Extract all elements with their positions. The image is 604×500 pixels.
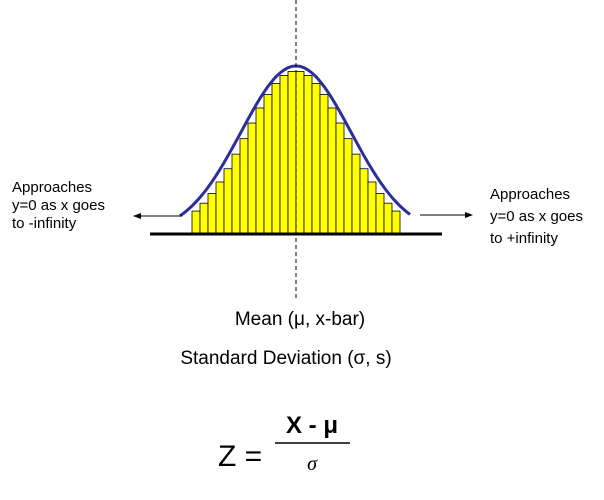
histogram-bar bbox=[207, 193, 217, 234]
histogram-bar bbox=[191, 210, 201, 234]
histogram-bar bbox=[359, 168, 369, 234]
histogram-bar bbox=[255, 107, 265, 234]
histogram-bar bbox=[223, 168, 233, 234]
formula-lhs: Z = bbox=[218, 440, 262, 473]
left-note-line: Approaches bbox=[12, 179, 92, 196]
histogram-bar bbox=[391, 210, 401, 234]
histogram-bar bbox=[335, 122, 345, 234]
histogram-bar bbox=[383, 202, 393, 234]
right-note-line: to +infinity bbox=[490, 230, 558, 247]
histogram-bar bbox=[279, 75, 289, 234]
histogram-bar bbox=[231, 153, 241, 234]
mean-label: Mean (μ, x-bar) bbox=[235, 309, 365, 330]
histogram-bar bbox=[215, 181, 225, 234]
formula-denominator: σ bbox=[307, 453, 318, 475]
histogram-bar bbox=[343, 138, 353, 234]
right-note-line: Approaches bbox=[490, 186, 570, 203]
normal-curve bbox=[179, 64, 411, 218]
right-note-line: y=0 as x goes bbox=[490, 208, 583, 225]
histogram-bar bbox=[239, 138, 249, 234]
histogram-bar bbox=[303, 75, 313, 234]
left-note-line: to -infinity bbox=[12, 215, 77, 232]
histogram bbox=[191, 71, 401, 234]
histogram-bar bbox=[351, 153, 361, 234]
sd-label: Standard Deviation (σ, s) bbox=[180, 348, 391, 369]
histogram-bar bbox=[367, 181, 377, 234]
histogram-bar bbox=[287, 71, 297, 234]
histogram-bar bbox=[319, 94, 329, 234]
histogram-bar bbox=[327, 107, 337, 234]
formula-numerator: X - μ bbox=[286, 412, 338, 439]
histogram-bar bbox=[295, 71, 305, 234]
histogram-bar bbox=[247, 122, 257, 234]
histogram-bar bbox=[199, 202, 209, 234]
histogram-bar bbox=[271, 83, 281, 234]
histogram-bar bbox=[263, 94, 273, 234]
histogram-bar bbox=[311, 83, 321, 234]
histogram-bar bbox=[375, 193, 385, 234]
left-note-line: y=0 as x goes bbox=[12, 197, 105, 214]
